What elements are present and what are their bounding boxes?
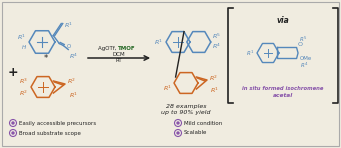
Text: TMOF: TMOF [118, 45, 136, 50]
Text: $R^2$: $R^2$ [19, 88, 28, 98]
Text: AgOTf,: AgOTf, [98, 45, 118, 50]
Circle shape [12, 122, 14, 124]
Text: $R^1$: $R^1$ [163, 83, 172, 93]
Text: $R^1$: $R^1$ [154, 37, 163, 47]
Text: $R^4$: $R^4$ [212, 41, 221, 51]
Text: $R^4$: $R^4$ [69, 52, 78, 61]
Text: $R^4$: $R^4$ [300, 60, 309, 70]
Circle shape [177, 132, 179, 134]
Text: $R^5$: $R^5$ [299, 35, 307, 44]
Text: $R^2$: $R^2$ [209, 73, 218, 83]
Text: Scalable: Scalable [184, 131, 207, 136]
Text: $R^2$: $R^2$ [67, 76, 76, 86]
Text: $R^1$: $R^1$ [64, 21, 73, 30]
Text: +: + [8, 66, 18, 78]
Text: Mild condition: Mild condition [184, 120, 222, 126]
Text: acetal: acetal [273, 92, 293, 98]
Text: O: O [66, 44, 71, 49]
Text: $R^1$: $R^1$ [17, 32, 26, 42]
Text: via: via [277, 16, 290, 25]
Text: in situ formed isochromene: in situ formed isochromene [242, 86, 324, 90]
Text: $R^1$: $R^1$ [246, 48, 254, 58]
Text: O: O [298, 41, 302, 46]
Text: Broad substrate scope: Broad substrate scope [19, 131, 81, 136]
Text: $R^3$: $R^3$ [19, 76, 28, 86]
Text: up to 90% yield: up to 90% yield [161, 110, 211, 115]
Circle shape [177, 122, 179, 124]
Text: DCM: DCM [113, 52, 125, 57]
Text: $H$: $H$ [21, 43, 27, 51]
Circle shape [12, 132, 14, 134]
Text: RT: RT [116, 58, 122, 62]
Text: OMe: OMe [300, 56, 312, 61]
Text: 28 examples: 28 examples [166, 104, 206, 109]
Text: $R^1$: $R^1$ [210, 85, 219, 95]
Text: Easily accessible precursors: Easily accessible precursors [19, 120, 96, 126]
Text: *: * [44, 53, 48, 62]
Text: $R^5$: $R^5$ [212, 31, 221, 41]
Text: $R^1$: $R^1$ [69, 90, 78, 100]
